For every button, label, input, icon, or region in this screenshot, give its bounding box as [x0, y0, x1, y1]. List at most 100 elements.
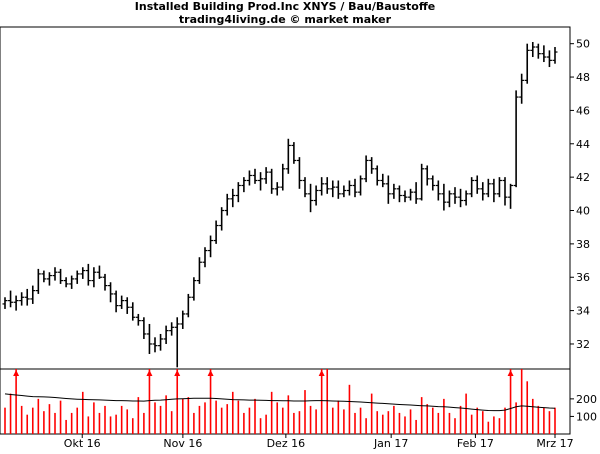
- price-bar: [180, 310, 186, 329]
- price-bar: [458, 188, 464, 208]
- price-bar: [413, 182, 419, 204]
- price-bar: [2, 297, 8, 309]
- price-bar: [108, 282, 114, 303]
- price-bar: [241, 177, 247, 193]
- price-bar: [330, 180, 336, 198]
- price-bar: [219, 207, 225, 231]
- price-bar: [35, 268, 41, 294]
- price-bar: [291, 142, 297, 164]
- price-bar: [213, 220, 219, 244]
- price-bar: [463, 190, 469, 206]
- price-tick-label: 32: [576, 338, 590, 351]
- price-bar: [230, 188, 236, 208]
- price-bar: [63, 277, 69, 288]
- price-bar: [369, 157, 375, 174]
- price-bar: [402, 190, 408, 203]
- price-tick-label: 44: [576, 138, 590, 151]
- price-bar: [285, 138, 291, 174]
- price-tick-label: 46: [576, 104, 590, 117]
- price-bar: [113, 290, 119, 313]
- price-bar: [346, 180, 352, 196]
- price-bar: [58, 268, 64, 284]
- price-bar: [480, 182, 486, 201]
- date-axis: Okt 16 Nov 16 Dez 16 Jan 17 Feb 17 Mrz 17: [64, 434, 574, 450]
- date-tick-label: Mrz 17: [536, 437, 573, 450]
- date-tick-label: Feb 17: [457, 437, 494, 450]
- price-bar: [535, 43, 541, 59]
- price-bar: [269, 168, 275, 194]
- price-bar: [46, 272, 52, 286]
- price-axis: 32 34 36 38 40 42 44 46 48 50: [570, 38, 590, 351]
- price-bar: [96, 265, 102, 279]
- volume-marker: [507, 370, 514, 376]
- price-bar: [30, 285, 36, 304]
- price-tick-label: 48: [576, 71, 590, 84]
- price-bar: [502, 177, 508, 206]
- price-bar: [119, 295, 125, 309]
- volume-markers: [13, 370, 514, 376]
- price-bar: [430, 175, 436, 191]
- price-bar: [185, 293, 191, 318]
- price-bar: [258, 172, 264, 191]
- price-bar: [163, 325, 169, 344]
- price-bar: [146, 323, 152, 354]
- price-bar: [374, 165, 380, 186]
- chart-title: Installed Building Prod.Inc XNYS / Bau/B…: [135, 0, 435, 13]
- price-bar: [308, 183, 314, 213]
- price-bar: [513, 90, 519, 188]
- price-bar: [324, 177, 330, 194]
- price-bar: [363, 155, 369, 183]
- price-bar: [524, 43, 530, 84]
- price-bar: [491, 178, 497, 203]
- price-bar: [424, 165, 430, 186]
- price-bar: [508, 183, 514, 209]
- price-tick-label: 50: [576, 38, 590, 51]
- price-bar: [546, 50, 552, 68]
- price-bar: [174, 317, 180, 368]
- price-bar: [391, 183, 397, 199]
- price-bar: [102, 273, 108, 291]
- price-bar: [319, 177, 325, 196]
- price-bar: [224, 193, 230, 216]
- price-bar: [396, 185, 402, 203]
- price-bar: [52, 267, 58, 281]
- date-tick-label: Dez 16: [267, 437, 306, 450]
- price-tick-label: 38: [576, 238, 590, 251]
- date-tick-label: Jan 17: [373, 437, 408, 450]
- price-bar: [452, 187, 458, 204]
- volume-marker: [207, 370, 214, 376]
- price-bar: [541, 45, 547, 63]
- price-tick-label: 36: [576, 271, 590, 284]
- price-bar: [24, 288, 30, 306]
- price-bar: [313, 185, 319, 206]
- date-tick-label: Nov 16: [163, 437, 202, 450]
- volume-marker: [318, 370, 325, 376]
- price-bar: [85, 263, 91, 286]
- price-bar: [196, 257, 202, 284]
- price-tick-label: 40: [576, 205, 590, 218]
- price-bar: [380, 173, 386, 188]
- volume-marker: [174, 370, 181, 376]
- price-panel-frame: [0, 26, 571, 370]
- volume-bars: [4, 369, 556, 434]
- volume-average-line: [4, 393, 556, 412]
- price-bar: [135, 313, 141, 326]
- price-bar: [152, 337, 158, 353]
- price-bar: [341, 185, 347, 198]
- price-bar: [474, 175, 480, 194]
- price-bar: [169, 322, 175, 336]
- price-bar: [530, 42, 536, 58]
- price-bar: [446, 190, 452, 208]
- price-bar: [385, 175, 391, 204]
- price-bar: [91, 267, 97, 288]
- price-bar: [141, 317, 147, 339]
- price-bar: [158, 333, 164, 351]
- price-bar: [252, 168, 258, 184]
- price-bar: [419, 163, 425, 201]
- price-bar: [485, 178, 491, 198]
- price-bar: [496, 177, 502, 198]
- price-bar: [296, 157, 302, 189]
